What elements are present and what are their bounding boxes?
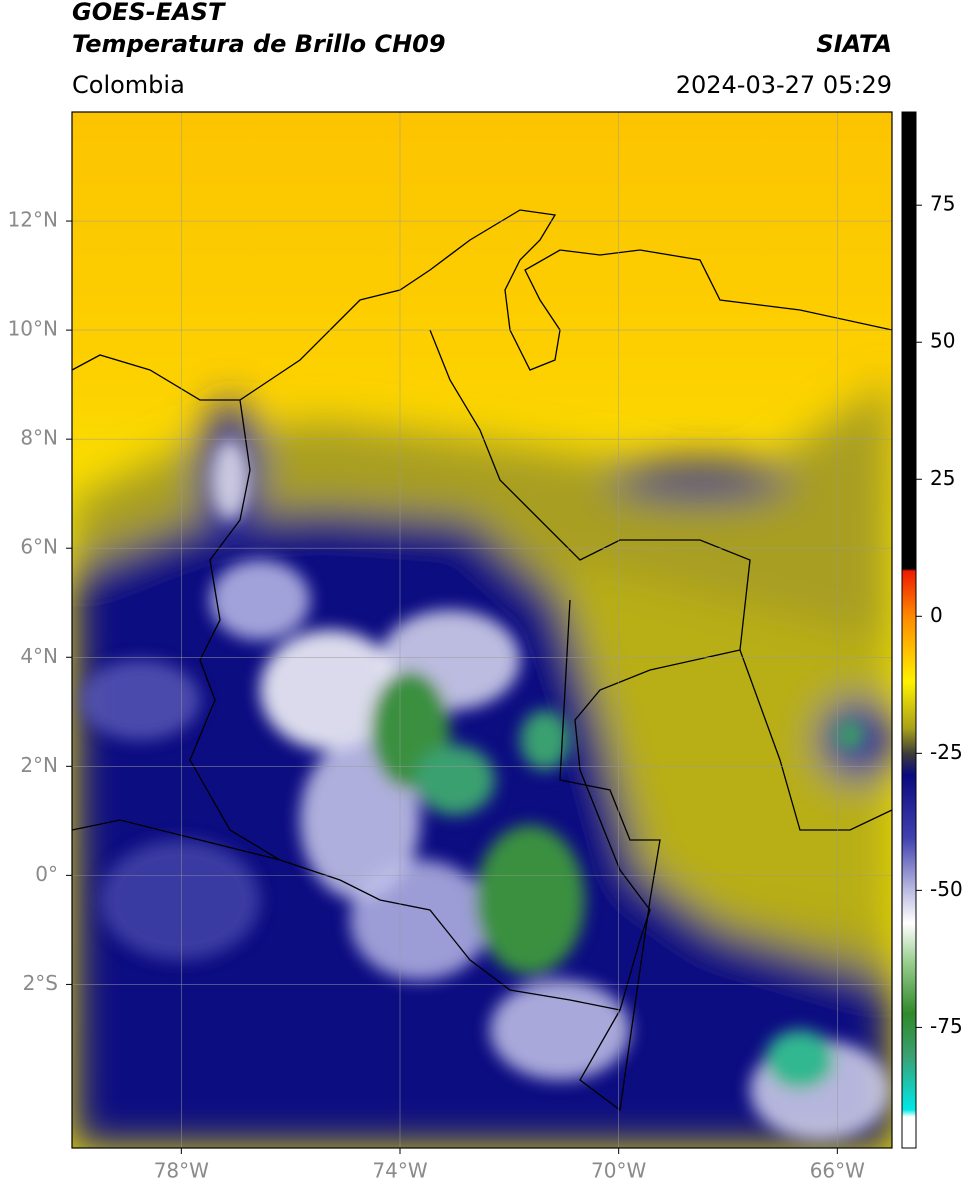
colorbar-tick-label: 0 [930, 603, 943, 627]
colorbar-tick-label: 75 [930, 192, 955, 216]
y-tick-label: 10°N [8, 317, 58, 341]
brand: SIATA [816, 30, 892, 58]
graticule [72, 112, 892, 1148]
colorbar-tick-label: -75 [930, 1014, 963, 1038]
borders [72, 209, 892, 1112]
colorbar [901, 111, 917, 1149]
title: GOES-EAST [72, 0, 226, 26]
colorbar-tick-label: -25 [930, 740, 963, 764]
timestamp: 2024-03-27 05:29 [676, 71, 892, 99]
colorbar-tick-label: 25 [930, 466, 955, 490]
x-tick-label: 74°W [372, 1159, 427, 1183]
x-tick-label: 78°W [154, 1159, 209, 1183]
x-tick-label: 70°W [591, 1159, 646, 1183]
y-tick-label: 0° [35, 862, 58, 886]
y-tick-label: 8°N [20, 426, 58, 450]
colorbar-tick-label: -50 [930, 877, 963, 901]
y-tick-label: 4°N [20, 644, 58, 668]
y-tick-label: 12°N [8, 208, 58, 232]
x-tick-label: 66°W [810, 1159, 865, 1183]
y-tick-label: 2°N [20, 753, 58, 777]
satellite-image [72, 112, 892, 1148]
colorbar-tick-label: 50 [930, 329, 955, 353]
y-tick-label: 2°S [23, 971, 58, 995]
plot-frame [71, 111, 893, 1149]
y-tick-label: 6°N [20, 535, 58, 559]
region: Colombia [72, 71, 185, 99]
subtitle: Temperatura de Brillo CH09 [72, 30, 446, 58]
